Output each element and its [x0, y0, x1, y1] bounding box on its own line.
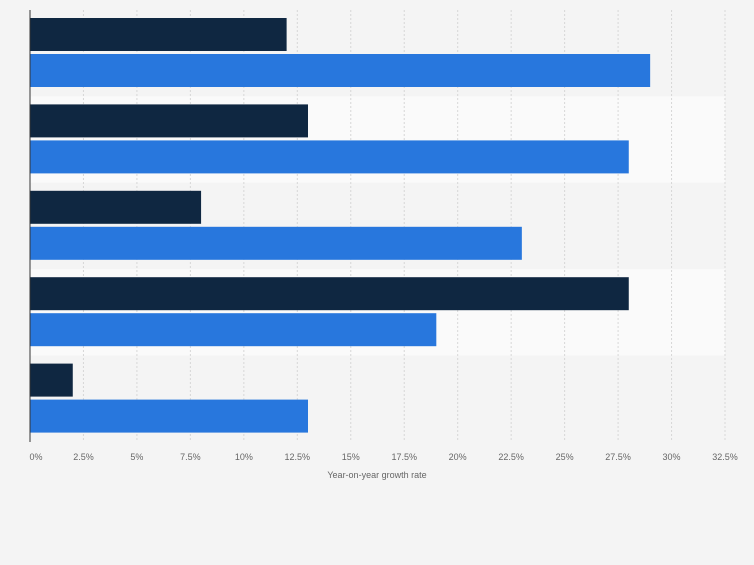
- bars: [30, 18, 651, 433]
- x-tick-label: 30%: [663, 452, 681, 462]
- x-tick-label: 15%: [342, 452, 360, 462]
- x-tick-label: 22.5%: [498, 452, 524, 462]
- bar-series-1-cat-1: [30, 140, 629, 174]
- bar-series-0-cat-4: [30, 363, 73, 397]
- x-tick-label: 17.5%: [391, 452, 417, 462]
- x-tick-label: 20%: [449, 452, 467, 462]
- x-tick-label: 32.5%: [712, 452, 738, 462]
- x-tick-label: 7.5%: [180, 452, 201, 462]
- bar-series-1-cat-4: [30, 399, 308, 433]
- bar-series-0-cat-0: [30, 18, 287, 51]
- x-tick-label: 2.5%: [73, 452, 94, 462]
- bar-series-1-cat-3: [30, 313, 437, 347]
- x-tick-label: 12.5%: [285, 452, 311, 462]
- x-axis-label: Year-on-year growth rate: [327, 470, 426, 480]
- x-tick-labels: 0% 2.5% 5% 7.5% 10% 12.5% 15% 17.5% 20% 22.5% 25% 2…: [29, 452, 737, 462]
- x-tick-label: 25%: [556, 452, 574, 462]
- x-tick-label: 0%: [29, 452, 42, 462]
- x-tick-label: 10%: [235, 452, 253, 462]
- bar-series-0-cat-3: [30, 277, 629, 311]
- bar-series-1-cat-0: [30, 54, 651, 87]
- bar-series-0-cat-2: [30, 190, 202, 224]
- x-tick-label: 27.5%: [605, 452, 631, 462]
- bar-series-1-cat-2: [30, 226, 522, 260]
- x-tick-label: 5%: [130, 452, 143, 462]
- bar-series-0-cat-1: [30, 104, 308, 138]
